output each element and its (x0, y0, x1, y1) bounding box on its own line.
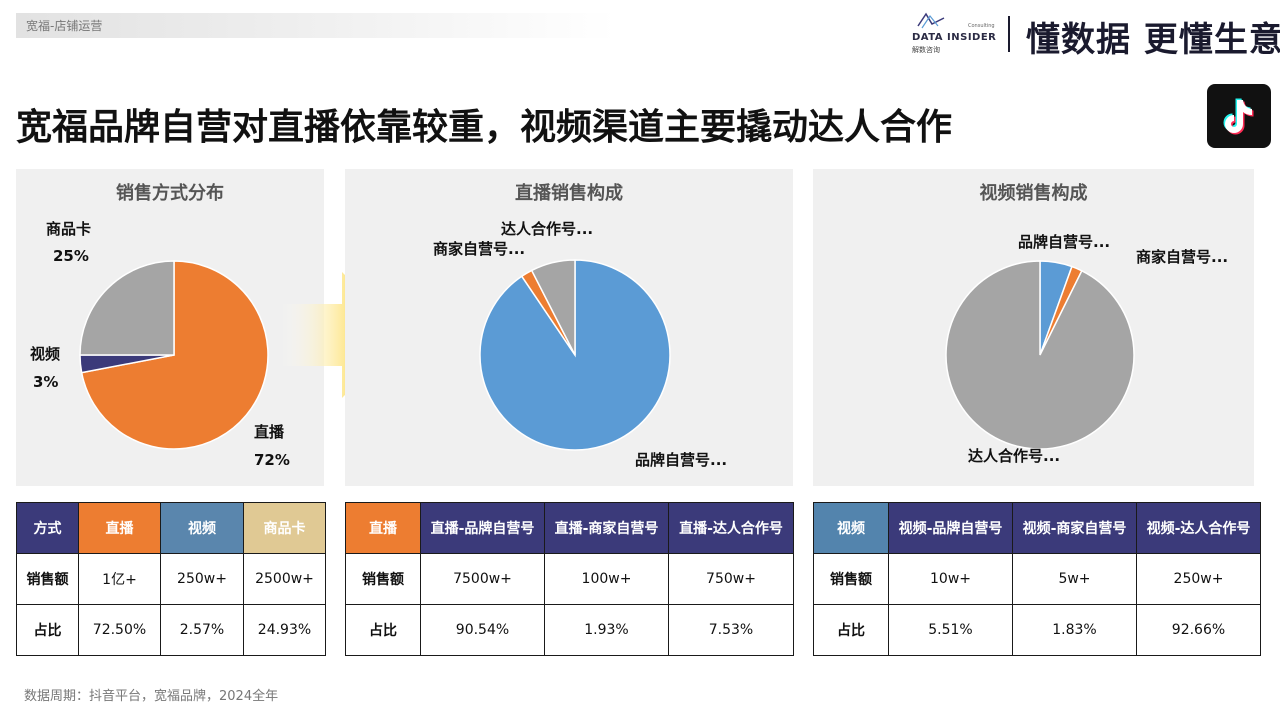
table-cell: 100w+ (544, 553, 669, 605)
table-row: 占比 90.54% 1.93% 7.53% (345, 604, 794, 656)
pie-slice (945, 260, 1135, 450)
pie-chart-live-composition: 品牌自营号... 商家自营号... 达人合作号... (433, 220, 727, 469)
slice-percent-label: 25% (53, 247, 89, 265)
logo-name: DATA INSIDER (912, 32, 997, 43)
slice-label: 品牌自营号... (1018, 233, 1110, 251)
table-row-label: 占比 (813, 604, 889, 656)
table-header-cell: 商品卡 (243, 502, 326, 554)
chart-panel-video-composition: 视频销售构成 品牌自营号... 商家自营号... 达人合作号... (813, 169, 1254, 486)
table-cell: 72.50% (78, 604, 161, 656)
logo-consulting-text: Consulting (968, 23, 995, 29)
table-cell: 92.66% (1136, 604, 1261, 656)
table-row: 占比 5.51% 1.83% 92.66% (813, 604, 1261, 656)
table-header-cell: 直播 (78, 502, 161, 554)
table-cell: 1.93% (544, 604, 669, 656)
table-cell: 5.51% (888, 604, 1013, 656)
table-row-label: 销售额 (813, 553, 889, 605)
logo-mark-icon (917, 12, 945, 29)
table-cell: 24.93% (243, 604, 326, 656)
table-cell: 2.57% (160, 604, 244, 656)
table-header-cell: 直播-商家自营号 (544, 502, 669, 554)
table-row-label: 销售额 (16, 553, 79, 605)
slice-label: 商品卡 (46, 220, 91, 238)
pie-slice (80, 260, 269, 450)
sales-method-table: 方式 直播 视频 商品卡 销售额 1亿+ 250w+ 2500w+ 占比 72.… (16, 502, 326, 656)
slice-label: 视频 (30, 345, 60, 363)
table-cell: 5w+ (1012, 553, 1137, 605)
breadcrumb-text: 宽福-店铺运营 (26, 19, 103, 33)
table-cell: 1亿+ (78, 553, 161, 605)
table-header-cell: 视频-商家自营号 (1012, 502, 1137, 554)
pie-chart-sales-method: 直播 72% 视频 3% 商品卡 25% (30, 220, 290, 469)
chart-panel-live-composition: 直播销售构成 品牌自营号... 商家自营号... 达人合作号... (345, 169, 793, 486)
pie-slice (530, 259, 576, 356)
chart-title: 视频销售构成 (979, 183, 1088, 204)
table-cell: 10w+ (888, 553, 1013, 605)
table-row-label: 占比 (345, 604, 421, 656)
table-header-cell: 视频 (813, 502, 889, 554)
tiktok-icon (1207, 84, 1271, 148)
table-header-cell: 视频-达人合作号 (1136, 502, 1261, 554)
header-divider (1008, 16, 1010, 52)
table-cell: 250w+ (1136, 553, 1261, 605)
table-cell: 7.53% (668, 604, 794, 656)
slice-label: 商家自营号... (1136, 248, 1228, 266)
table-row: 销售额 7500w+ 100w+ 750w+ (345, 553, 794, 605)
table-header-row: 直播 直播-品牌自营号 直播-商家自营号 直播-达人合作号 (345, 502, 794, 554)
slice-label: 品牌自营号... (635, 451, 727, 469)
table-row: 销售额 1亿+ 250w+ 2500w+ (16, 553, 326, 605)
table-row-label: 销售额 (345, 553, 421, 605)
table-header-row: 方式 直播 视频 商品卡 (16, 502, 326, 554)
pie-chart-video-composition: 品牌自营号... 商家自营号... 达人合作号... (945, 233, 1228, 465)
page-title: 宽福品牌自营对直播依靠较重，视频渠道主要撬动达人合作 (16, 107, 953, 148)
table-cell: 7500w+ (420, 553, 545, 605)
table-row-label: 占比 (16, 604, 79, 656)
slice-percent-label: 72% (254, 451, 290, 469)
chart-panel-sales-method: 销售方式分布 直播 72% 视频 3% 商品卡 25% (16, 169, 324, 486)
table-cell: 90.54% (420, 604, 545, 656)
table-header-cell: 直播-品牌自营号 (420, 502, 545, 554)
slice-label: 商家自营号... (433, 240, 525, 258)
pie-slice (79, 260, 175, 356)
table-header-cell: 方式 (16, 502, 79, 554)
video-composition-table: 视频 视频-品牌自营号 视频-商家自营号 视频-达人合作号 销售额 10w+ 5… (813, 502, 1261, 656)
slice-label: 直播 (254, 423, 285, 441)
table-header-cell: 视频-品牌自营号 (888, 502, 1013, 554)
table-row: 占比 72.50% 2.57% 24.93% (16, 604, 326, 656)
table-row: 销售额 10w+ 5w+ 250w+ (813, 553, 1261, 605)
breadcrumb: 宽福-店铺运营 (16, 13, 616, 38)
table-cell: 2500w+ (243, 553, 326, 605)
slice-label: 达人合作号... (968, 447, 1060, 465)
table-header-cell: 视频 (160, 502, 244, 554)
data-insider-logo: Consulting DATA INSIDER 解数咨询 (912, 10, 997, 56)
logo-subtitle: 解数咨询 (912, 46, 940, 54)
table-cell: 750w+ (668, 553, 794, 605)
live-composition-table: 直播 直播-品牌自营号 直播-商家自营号 直播-达人合作号 销售额 7500w+… (345, 502, 794, 656)
slice-percent-label: 3% (33, 373, 58, 391)
chart-title: 销售方式分布 (116, 183, 224, 204)
table-header-cell: 直播-达人合作号 (668, 502, 794, 554)
footnote: 数据周期：抖音平台，宽福品牌，2024全年 (24, 689, 279, 704)
chart-title: 直播销售构成 (515, 183, 623, 204)
table-cell: 250w+ (160, 553, 244, 605)
slice-label: 达人合作号... (501, 220, 593, 238)
slogan: 懂数据 更懂生意 (1026, 20, 1280, 60)
table-header-cell: 直播 (345, 502, 421, 554)
table-header-row: 视频 视频-品牌自营号 视频-商家自营号 视频-达人合作号 (813, 502, 1261, 554)
table-cell: 1.83% (1012, 604, 1137, 656)
